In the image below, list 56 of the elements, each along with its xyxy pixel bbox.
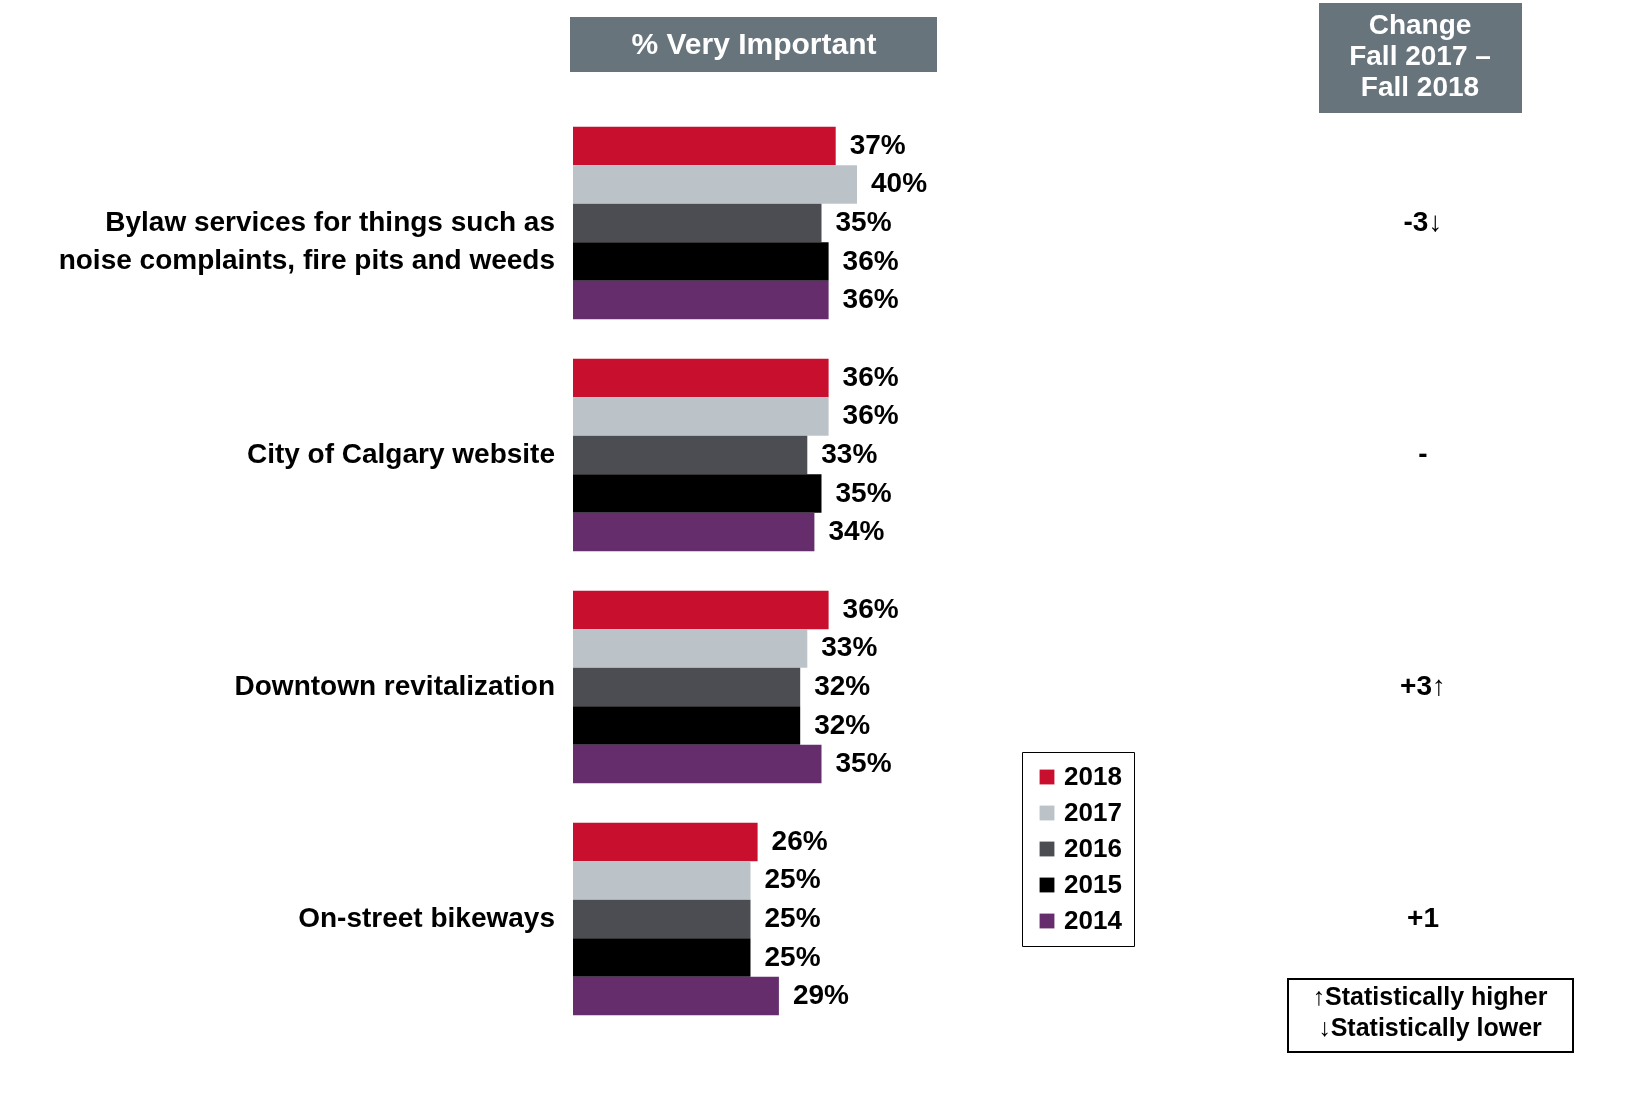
bar: [573, 629, 808, 668]
data-label: 36%: [842, 592, 899, 624]
data-label: 36%: [842, 360, 899, 392]
data-label: 35%: [835, 206, 892, 237]
bar: [573, 512, 815, 552]
bar: [573, 280, 829, 320]
data-label: 32%: [814, 670, 871, 701]
bar: [573, 822, 758, 862]
y-tick-label: City of Calgary website: [246, 438, 555, 469]
data-label: 37%: [849, 128, 906, 160]
bar: [573, 667, 801, 707]
text: ↑Statistically higher ↓Statistically lower: [1312, 982, 1548, 1041]
bar: [573, 474, 822, 513]
bar: [573, 165, 857, 204]
bar: [573, 358, 829, 398]
text: Change Fall 2017 – Fall 2018: [1349, 9, 1491, 102]
data-label: 25%: [764, 940, 821, 972]
data-label: 34%: [828, 515, 885, 547]
data-label: 25%: [764, 902, 821, 933]
text: +1: [1407, 902, 1439, 933]
data-label: 26%: [771, 824, 828, 856]
text: -: [1418, 438, 1428, 469]
legend-label: 2014: [1064, 905, 1123, 935]
bar: [573, 706, 801, 745]
data-label: 33%: [821, 631, 878, 663]
data-label: 36%: [842, 244, 899, 276]
bar: [573, 242, 829, 281]
text: -3↓: [1403, 206, 1443, 237]
bar: [573, 861, 751, 900]
data-label: 25%: [764, 863, 821, 895]
legend-label: 2017: [1064, 797, 1122, 827]
data-label: 35%: [835, 476, 892, 508]
y-tick-label: Downtown revitalization: [234, 670, 555, 701]
data-label: 29%: [792, 979, 850, 1011]
data-label: 35%: [835, 747, 892, 779]
bar: [573, 590, 829, 630]
legend-label: 2016: [1064, 833, 1122, 863]
bar: [573, 976, 779, 1016]
chart-title: % Very Important: [631, 27, 877, 60]
data-label: 32%: [814, 708, 871, 740]
y-tick-label: On-street bikeways: [298, 902, 555, 933]
data-label: 36%: [842, 283, 899, 315]
data-label: 36%: [842, 399, 899, 431]
legend-label: 2015: [1064, 869, 1122, 899]
bar: [573, 938, 751, 977]
bar: [573, 397, 829, 436]
text: +3↑: [1400, 670, 1446, 701]
bar: [573, 126, 836, 166]
bar: [573, 435, 808, 475]
data-label: 33%: [821, 438, 878, 469]
y-tick-label: Bylaw services for things such as noise complaints, fire pits and weeds: [58, 206, 555, 275]
legend-label: 2018: [1064, 761, 1122, 791]
bar: [573, 899, 751, 939]
bar: [573, 744, 822, 784]
data-label: 40%: [871, 167, 928, 199]
bar: [573, 203, 822, 243]
